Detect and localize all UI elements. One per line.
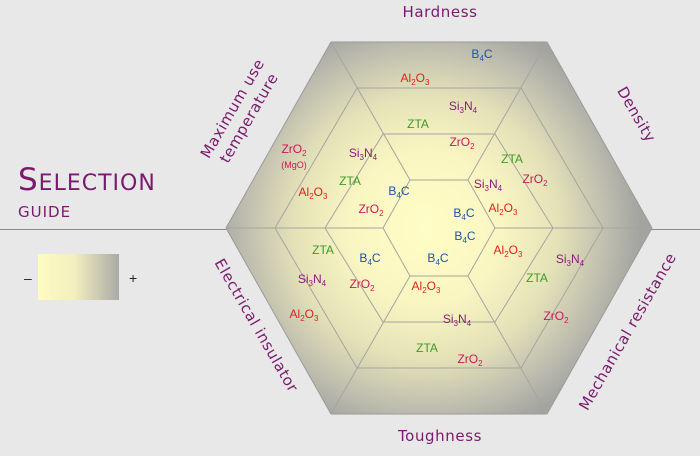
material-label-zro2: ZrO2	[522, 172, 548, 188]
material-label-al2o3: Al2O3	[401, 71, 430, 87]
legend-gradient	[38, 254, 119, 300]
hexagon-spokes	[226, 41, 652, 415]
spoke	[467, 275, 548, 415]
material-label-zro2: ZrO2	[457, 352, 483, 368]
material-label-al2o3: Al2O3	[412, 279, 441, 295]
spoke	[330, 275, 411, 415]
material-labels: B4CAl2O3Si3N4ZTAZrO2ZTASi3N4ZrO2Al2O3B4C…	[281, 47, 584, 368]
material-label-b4c: B4C	[453, 206, 474, 222]
material-label-b4c: B4C	[359, 251, 380, 267]
material-label-zta: ZTA	[501, 152, 523, 166]
material-label-al2o3: Al2O3	[299, 185, 328, 201]
material-label-si3n4: Si3N4	[449, 99, 478, 115]
material-label-si3n4: Si3N4	[556, 252, 585, 268]
title-line-1: Selection	[18, 162, 156, 198]
material-label-zro2: ZrO2	[349, 277, 375, 293]
material-label-zta: ZTA	[416, 341, 438, 355]
material-label-b4c: B4C	[427, 251, 448, 267]
material-label-zta: ZTA	[312, 243, 334, 257]
legend-plus: +	[129, 270, 138, 286]
material-label-zro2: ZrO2	[358, 202, 384, 218]
material-label-zro2: ZrO2	[281, 142, 307, 158]
material-label-si3n4: Si3N4	[474, 177, 503, 193]
material-label-mgo: (MgO)	[281, 160, 307, 170]
spoke	[467, 41, 548, 181]
material-label-al2o3: Al2O3	[494, 243, 523, 259]
material-label-si3n4: Si3N4	[298, 272, 327, 288]
axis-label-density: Density	[613, 83, 659, 145]
material-label-b4c: B4C	[471, 47, 492, 63]
spoke	[330, 41, 411, 181]
title-line-2: guide	[18, 198, 72, 223]
material-label-zro2: ZrO2	[543, 309, 569, 325]
legend-minus: –	[24, 270, 32, 286]
material-label-b4c: B4C	[454, 229, 475, 245]
material-label-al2o3: Al2O3	[290, 307, 319, 323]
material-label-zta: ZTA	[526, 271, 548, 285]
material-label-zro2: ZrO2	[449, 135, 475, 151]
material-label-zta: ZTA	[407, 117, 429, 131]
material-label-si3n4: Si3N4	[443, 312, 472, 328]
material-label-zta: ZTA	[339, 174, 361, 188]
axis-label-toughness: Toughness	[397, 427, 482, 445]
material-label-al2o3: Al2O3	[489, 201, 518, 217]
axis-label-hardness: Hardness	[402, 3, 477, 21]
material-label-si3n4: Si3N4	[349, 146, 378, 162]
material-label-b4c: B4C	[388, 184, 409, 200]
